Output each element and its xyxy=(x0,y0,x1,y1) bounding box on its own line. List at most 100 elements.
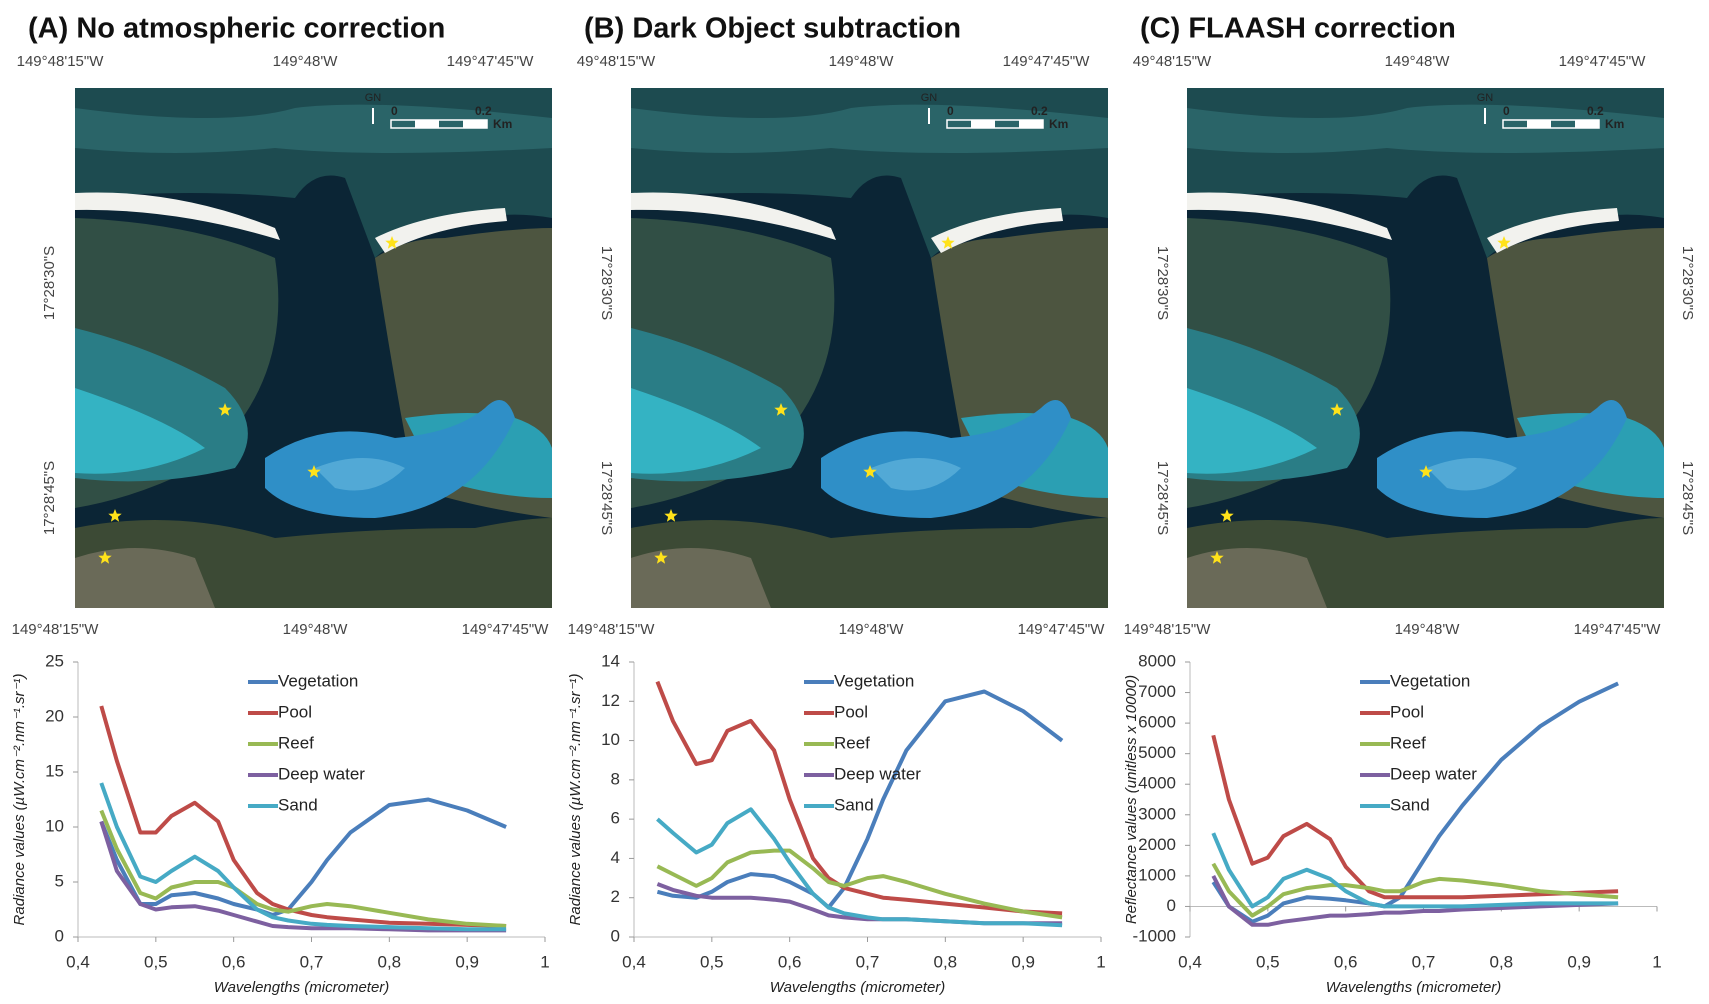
map-coord-label: 149°48'15"W xyxy=(17,53,105,70)
map-coord-label: 149°47'45"W xyxy=(1559,53,1647,70)
x-tick-label: 1 xyxy=(540,952,549,971)
y-tick-label: 2 xyxy=(611,887,620,906)
y-tick-label: 3000 xyxy=(1138,804,1176,823)
scale-bar xyxy=(971,120,995,128)
series-line xyxy=(99,820,507,933)
y-tick-label: 7000 xyxy=(1138,682,1176,701)
y-tick-label: 10 xyxy=(45,816,64,835)
legend-label: Vegetation xyxy=(278,671,358,690)
star-marker xyxy=(218,403,232,416)
star-marker xyxy=(108,509,122,522)
legend-label: Pool xyxy=(278,702,312,721)
sand-plume xyxy=(1377,400,1627,518)
x-tick-label: 0,5 xyxy=(700,952,724,971)
legend-label: Deep water xyxy=(278,764,365,783)
legend-label: Pool xyxy=(834,702,868,721)
scale-bar xyxy=(1575,120,1599,128)
sand-plume xyxy=(1427,458,1517,491)
scale-bar xyxy=(463,120,487,128)
panel-title: (A) No atmospheric correction xyxy=(28,13,445,45)
y-tick-label: 5000 xyxy=(1138,743,1176,762)
star-marker xyxy=(1330,403,1344,416)
map-coord-label: 149°48'15"W xyxy=(568,621,656,638)
scale-bar xyxy=(1019,120,1043,128)
x-tick-label: 1 xyxy=(1652,952,1661,971)
legend-label: Vegetation xyxy=(834,671,914,690)
scale-label: 0.2 xyxy=(1587,104,1604,118)
map-coord-label: 149°48'W xyxy=(283,621,349,638)
legend-label: Sand xyxy=(278,795,318,814)
sand-plume xyxy=(821,400,1071,518)
series-line xyxy=(1211,862,1619,918)
x-tick-label: 0,4 xyxy=(66,952,90,971)
sand-plume xyxy=(871,458,961,491)
series-line xyxy=(99,809,507,928)
scale-label: 0 xyxy=(391,104,398,118)
series-line xyxy=(1211,874,1619,927)
y-tick-label: 8 xyxy=(611,769,620,788)
y-tick-label: 4000 xyxy=(1138,774,1176,793)
y-tick-label: 1000 xyxy=(1138,865,1176,884)
y-axis-title: Radiance values (µW.cm⁻².nm⁻¹.sr⁻¹) xyxy=(11,674,28,926)
shallow xyxy=(631,388,761,474)
map-coord-label: 149°48'15"W xyxy=(1124,621,1212,638)
scale-label: Km xyxy=(1049,117,1068,131)
shallow xyxy=(1187,388,1317,474)
star-marker xyxy=(307,465,321,478)
y-tick-label: 8000 xyxy=(1138,651,1176,670)
map-coord-label: 17°28'30"S xyxy=(1679,246,1696,320)
x-axis-title: Wavelengths (micrometer) xyxy=(214,979,390,996)
y-tick-label: 20 xyxy=(45,706,64,725)
x-tick-label: 0,6 xyxy=(778,952,802,971)
x-axis-title: Wavelengths (micrometer) xyxy=(1326,979,1502,996)
y-tick-label: -1000 xyxy=(1133,926,1176,945)
legend-label: Sand xyxy=(834,795,874,814)
surf xyxy=(1187,192,1392,240)
x-tick-label: 0,4 xyxy=(1178,952,1202,971)
x-tick-label: 0,9 xyxy=(1567,952,1591,971)
x-tick-label: 0,9 xyxy=(455,952,479,971)
series-line xyxy=(1211,734,1619,900)
legend-label: Pool xyxy=(1390,702,1424,721)
map-coord-label: 149°48'W xyxy=(839,621,905,638)
surf xyxy=(1487,208,1619,253)
map-coord-label: 149°47'45"W xyxy=(1003,53,1091,70)
y-tick-label: 15 xyxy=(45,761,64,780)
x-tick-label: 0,7 xyxy=(1412,952,1436,971)
map-coord-label: 149°47'45"W xyxy=(462,621,550,638)
surf xyxy=(931,208,1063,253)
y-axis-title: Radiance values (µW.cm⁻².nm⁻¹.sr⁻¹) xyxy=(567,674,584,926)
y-tick-label: 6 xyxy=(611,809,620,828)
x-tick-label: 0,4 xyxy=(622,952,646,971)
x-tick-label: 1 xyxy=(1096,952,1105,971)
land xyxy=(631,548,771,608)
x-tick-label: 0,7 xyxy=(300,952,324,971)
map-coord-label: 149°48'W xyxy=(273,53,339,70)
map-coord-label: 149°47'45"W xyxy=(1018,621,1106,638)
y-tick-label: 4 xyxy=(611,848,620,867)
surf xyxy=(75,192,280,240)
x-tick-label: 0,8 xyxy=(934,952,958,971)
land xyxy=(75,548,215,608)
scale-bar xyxy=(415,120,439,128)
scale-label: 0 xyxy=(1503,104,1510,118)
x-axis-title: Wavelengths (micrometer) xyxy=(770,979,946,996)
map-coord-label: 149°48'W xyxy=(1395,621,1461,638)
star-marker xyxy=(664,509,678,522)
y-tick-label: 14 xyxy=(601,651,620,670)
x-tick-label: 0,9 xyxy=(1011,952,1035,971)
shallow xyxy=(75,388,205,474)
x-tick-label: 0,5 xyxy=(144,952,168,971)
star-marker xyxy=(1419,465,1433,478)
map-coord-label: 149°48'W xyxy=(829,53,895,70)
map xyxy=(631,88,1108,608)
surf xyxy=(375,208,507,253)
scale-label: 0.2 xyxy=(1031,104,1048,118)
series-line xyxy=(1211,832,1619,909)
map-coord-label: 17°28'30"S xyxy=(1154,246,1171,320)
north-label: GN xyxy=(921,92,938,104)
y-tick-label: 12 xyxy=(601,691,620,710)
map-coord-label: 17°28'45"S xyxy=(1154,461,1171,535)
series-line xyxy=(99,782,507,932)
